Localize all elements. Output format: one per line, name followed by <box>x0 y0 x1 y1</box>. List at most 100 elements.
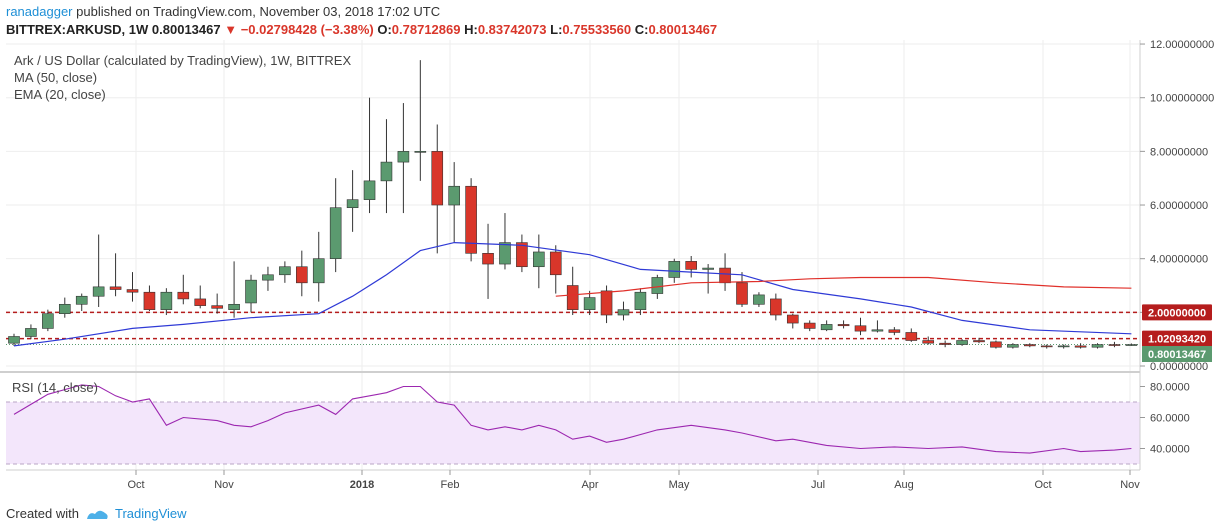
candle <box>1057 344 1070 349</box>
candle-body <box>245 279 257 304</box>
candle-body <box>736 282 748 305</box>
candle <box>617 301 630 321</box>
candle-body <box>262 274 274 281</box>
candle <box>1024 343 1036 348</box>
rsi-axis[interactable]: 40.0000 60.0000 80.0000 <box>1140 382 1190 456</box>
candle <box>143 285 156 311</box>
candle-body <box>329 207 342 259</box>
time-tick-label: Oct <box>127 479 144 491</box>
time-tick-label: Feb <box>441 479 460 491</box>
down-arrow-icon: ▼ <box>224 22 238 37</box>
candle <box>702 264 714 294</box>
axis-price-labels: 2.00000000 1.02093420 0.80013467 <box>1142 304 1212 362</box>
candle-body <box>126 289 139 293</box>
candle <box>431 124 444 254</box>
price-tick-label: 10.00000000 <box>1150 93 1214 105</box>
high-value: 0.83742073 <box>477 22 547 37</box>
candle <box>583 290 596 316</box>
time-tick-label: Oct <box>1034 479 1051 491</box>
candle-body <box>583 297 596 310</box>
price-change: −0.02798428 (−3.38%) <box>240 22 374 37</box>
level-price-label-text: 1.02093420 <box>1148 334 1206 346</box>
footer: Created with TradingView <box>6 506 187 521</box>
candle-body <box>786 314 799 324</box>
rsi-tick-label: 40.0000 <box>1150 444 1190 456</box>
candle <box>905 328 918 342</box>
candle <box>803 320 816 332</box>
candle-body <box>888 329 901 333</box>
candle-body <box>837 324 850 327</box>
candle-body <box>533 251 545 268</box>
candle <box>719 253 731 291</box>
candle-body <box>668 261 681 278</box>
candle <box>770 293 782 321</box>
price-axis[interactable]: 0.00000000 2.00000000 4.00000000 6.00000000… <box>1140 39 1214 373</box>
rsi-band <box>6 402 1140 464</box>
candle <box>634 288 647 316</box>
candle-body <box>990 341 1002 348</box>
low-label: L: <box>550 22 563 37</box>
candle-body <box>719 267 731 284</box>
candle <box>126 272 139 302</box>
candle <box>329 178 342 273</box>
candle-body <box>380 161 393 182</box>
candle-body <box>465 185 477 254</box>
low-value: 0.75533560 <box>562 22 632 37</box>
candle-body <box>651 277 664 294</box>
candle-body <box>1007 344 1019 348</box>
close-label: C: <box>634 22 649 37</box>
level-price-label-bg <box>1142 304 1212 321</box>
candle <box>549 245 562 294</box>
candle-body <box>770 298 782 316</box>
candle <box>1040 344 1053 349</box>
candle-body <box>363 180 376 200</box>
candle <box>1074 343 1087 349</box>
rsi-tick-label: 60.0000 <box>1150 413 1190 425</box>
candle-body <box>414 151 427 153</box>
candle-body <box>600 290 613 316</box>
candle-body <box>702 267 714 270</box>
candle-body <box>92 286 105 297</box>
candle <box>516 234 528 273</box>
candle-body <box>956 340 968 345</box>
candle-body <box>549 251 562 276</box>
price-tick-label: 12.00000000 <box>1150 39 1214 51</box>
ema-legend: EMA (20, close) <box>14 87 106 102</box>
candle-body <box>194 298 207 306</box>
support-levels <box>6 311 1140 346</box>
candle-body <box>871 329 884 332</box>
candle <box>1091 343 1104 349</box>
candle <box>346 170 359 232</box>
candle <box>414 60 427 181</box>
candle-body <box>1108 344 1121 346</box>
candle <box>956 339 968 346</box>
candle <box>397 103 410 214</box>
candle <box>685 255 698 278</box>
candle <box>312 231 325 302</box>
created-with-text: Created with <box>6 506 79 521</box>
author-link[interactable]: ranadagger <box>6 4 73 19</box>
candle-body <box>566 285 579 310</box>
current-price-label-bg <box>1142 346 1212 362</box>
time-tick-label: Jul <box>811 479 825 491</box>
price-tick-label: 8.00000000 <box>1150 146 1208 158</box>
candle-body <box>1024 344 1036 347</box>
candle-body <box>346 199 359 209</box>
candle <box>499 213 511 270</box>
time-tick-label: Nov <box>214 479 234 491</box>
candle <box>279 261 291 283</box>
price-tick-label: 6.00000000 <box>1150 200 1208 212</box>
time-tick-label: Nov <box>1120 479 1140 491</box>
time-axis[interactable]: Oct Nov 2018 Feb Apr May Jul Aug Oct Nov <box>127 470 1140 491</box>
candle-body <box>1074 345 1087 348</box>
candle <box>25 324 37 340</box>
candle <box>245 274 257 313</box>
time-tick-label: 2018 <box>350 479 374 491</box>
candle-body <box>1125 344 1138 346</box>
level-price-label-text: 2.00000000 <box>1148 307 1206 319</box>
publish-line: ranadagger published on TradingView.com,… <box>6 4 440 19</box>
candle <box>888 327 901 336</box>
tradingview-link[interactable]: TradingView <box>114 506 187 521</box>
candle <box>380 119 393 214</box>
